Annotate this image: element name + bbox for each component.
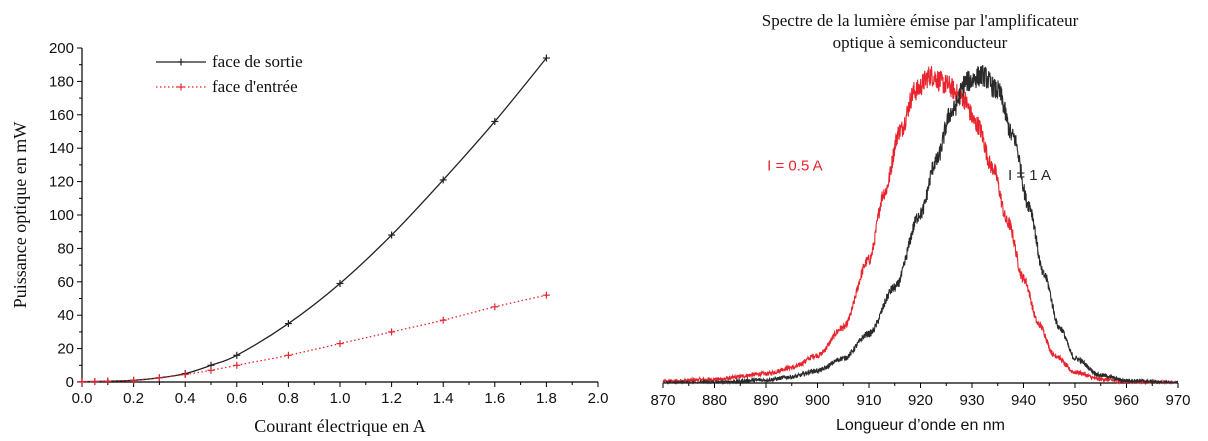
x-tick-label: 970 bbox=[1165, 392, 1190, 409]
chart-title-line: Spectre de la lumière émise par l'amplif… bbox=[762, 11, 1079, 30]
x-tick-label: 0.0 bbox=[72, 390, 93, 407]
x-tick-label: 0.6 bbox=[226, 390, 247, 407]
y-tick-label: 20 bbox=[57, 341, 74, 358]
data-point bbox=[336, 279, 344, 287]
x-tick-label: 2.0 bbox=[588, 390, 609, 407]
data-point bbox=[284, 351, 292, 359]
data-point bbox=[542, 291, 550, 299]
data-point bbox=[284, 320, 292, 328]
legend-label: face d'entrée bbox=[212, 77, 298, 96]
data-point bbox=[388, 231, 396, 239]
x-tick-label: 950 bbox=[1062, 392, 1087, 409]
x-tick-label: 920 bbox=[908, 392, 933, 409]
x-tick-label: 930 bbox=[959, 392, 984, 409]
data-point bbox=[336, 340, 344, 348]
x-axis-label: Courant électrique en A bbox=[254, 416, 425, 436]
data-point bbox=[388, 328, 396, 336]
spectrum-line-1 bbox=[663, 64, 1179, 386]
data-point bbox=[491, 117, 499, 125]
y-tick-label: 0 bbox=[66, 374, 74, 391]
x-tick-label: 0.2 bbox=[123, 390, 144, 407]
chart-emission-spectrum: Spectre de la lumière émise par l'amplif… bbox=[650, 11, 1190, 434]
y-tick-label: 160 bbox=[49, 107, 74, 124]
chart-power-vs-current: 0.0 0.2 0.4 0.6 0.8 1.0 1.2 1.4 1.6 1.8 2.0 0 20 40 60… bbox=[10, 40, 608, 436]
x-tick-label: 1.2 bbox=[381, 390, 402, 407]
y-axis-label: Puissance optique en mW bbox=[10, 122, 30, 308]
x-tick-label: 890 bbox=[753, 392, 778, 409]
chart-title-line: optique à semiconducteur bbox=[833, 33, 1008, 52]
x-tick-label: 910 bbox=[856, 392, 881, 409]
data-point bbox=[491, 303, 499, 311]
series-line-1 bbox=[81, 294, 547, 383]
y-tick-label: 180 bbox=[49, 73, 74, 90]
legend-marker bbox=[177, 83, 185, 91]
x-tick-label: 1.6 bbox=[484, 390, 505, 407]
data-point bbox=[233, 361, 241, 369]
y-tick-label: 200 bbox=[49, 40, 74, 57]
curve-annotation: I = 1 A bbox=[1008, 167, 1051, 184]
data-point bbox=[439, 316, 447, 324]
data-point bbox=[78, 378, 86, 386]
x-tick-label: 1.8 bbox=[536, 390, 557, 407]
data-point bbox=[130, 376, 138, 384]
x-tick-label: 0.8 bbox=[278, 390, 299, 407]
data-point bbox=[155, 374, 163, 382]
y-tick-label: 120 bbox=[49, 174, 74, 191]
y-tick-label: 40 bbox=[57, 307, 74, 324]
x-tick-label: 900 bbox=[805, 392, 830, 409]
x-tick-label: 940 bbox=[1011, 392, 1036, 409]
legend-marker bbox=[177, 58, 185, 66]
data-point bbox=[104, 377, 112, 385]
y-tick-label: 140 bbox=[49, 140, 74, 157]
x-tick-label: 0.4 bbox=[175, 390, 196, 407]
x-tick-label: 880 bbox=[702, 392, 727, 409]
y-tick-label: 80 bbox=[57, 240, 74, 257]
legend-label: face de sortie bbox=[212, 52, 303, 71]
data-point bbox=[439, 176, 447, 184]
curve-annotation: I = 0.5 A bbox=[767, 158, 822, 175]
spectrum-line-0 bbox=[662, 66, 1179, 386]
data-point bbox=[181, 370, 189, 378]
x-tick-label: 1.4 bbox=[433, 390, 454, 407]
y-tick-label: 100 bbox=[49, 207, 74, 224]
series-line-0 bbox=[81, 57, 547, 383]
data-point bbox=[233, 351, 241, 359]
data-point bbox=[542, 54, 550, 62]
data-point bbox=[207, 366, 215, 374]
x-axis-label: Longueur d’onde en nm bbox=[836, 417, 1005, 434]
x-tick-label: 960 bbox=[1114, 392, 1139, 409]
y-tick-label: 60 bbox=[57, 274, 74, 291]
data-point bbox=[91, 377, 99, 385]
x-tick-label: 870 bbox=[650, 392, 675, 409]
x-tick-label: 1.0 bbox=[330, 390, 351, 407]
